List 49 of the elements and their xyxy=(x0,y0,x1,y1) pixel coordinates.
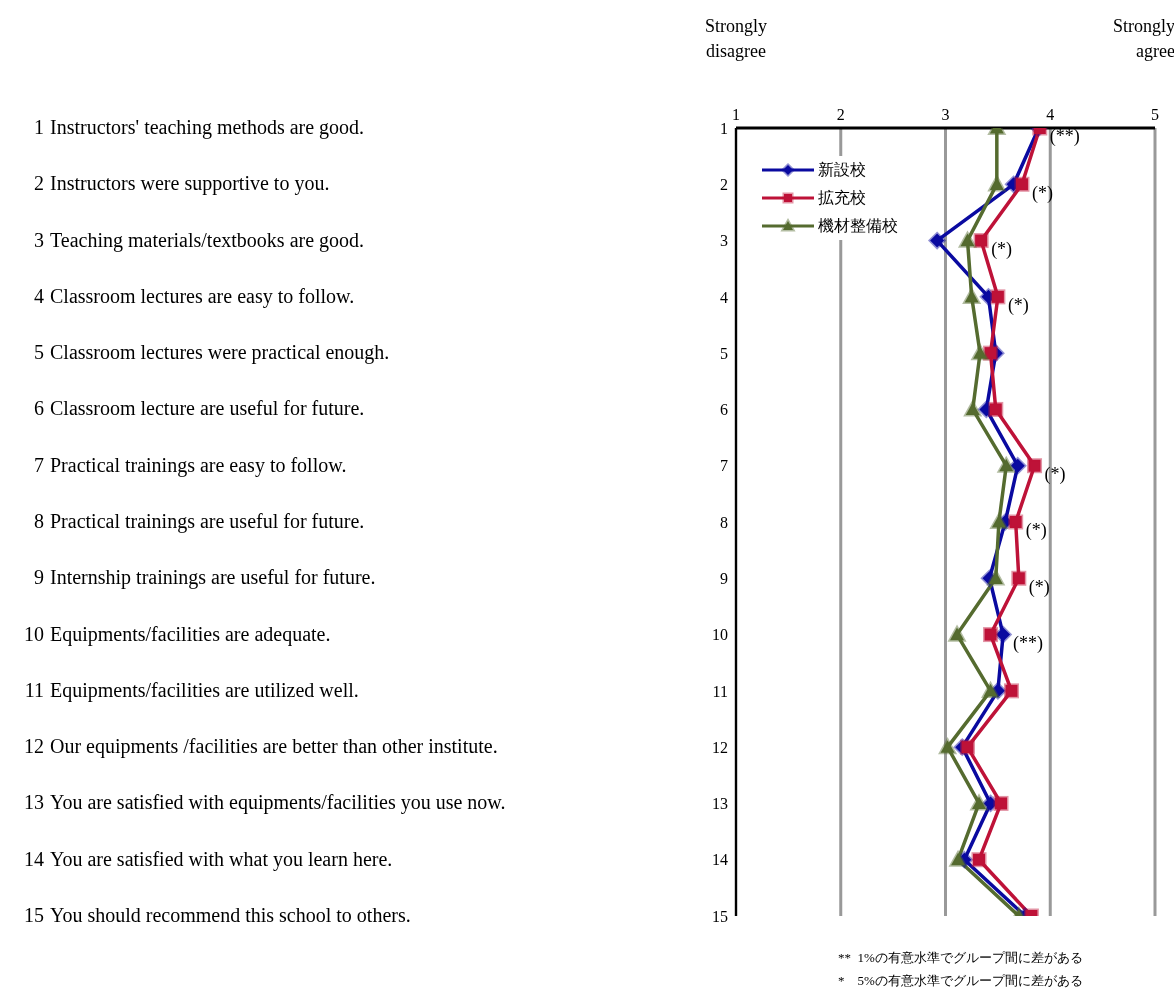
y-tick-label: 9 xyxy=(720,569,728,587)
x-tick-label: 5 xyxy=(1151,106,1159,123)
legend-label: 機材整備校 xyxy=(818,215,898,236)
text: 13 You are satisfied with equipments/facilities you use now. xyxy=(23,791,506,815)
text: 4 Classroom lectures are easy to follow. xyxy=(33,284,355,308)
text: 15 You should recommend this school to others. xyxy=(23,904,411,927)
text: 9 Internship trainings are useful for future. xyxy=(33,566,376,590)
y-tick-label: 12 xyxy=(712,738,728,756)
text: * 5%の有意水準でグループ間に差がある xyxy=(838,972,1083,990)
y-tick-label: 3 xyxy=(720,232,728,250)
annotation: (*) xyxy=(1007,295,1029,317)
text: 11 Equipments/facilities are utilized well. xyxy=(23,678,359,702)
annotation: (*) xyxy=(1025,520,1047,542)
annotation: (*) xyxy=(1031,182,1053,204)
annotation: (**) xyxy=(1013,632,1044,654)
x-tick-label: 3 xyxy=(941,106,950,123)
text: 6 Classroom lecture are useful for future. xyxy=(33,397,365,421)
y-tick-label: 11 xyxy=(712,682,728,700)
text: 5 Classroom lectures were practical enough. xyxy=(33,341,390,365)
text: Strongly disagree xyxy=(704,15,768,63)
text: 2 Instructors were supportive to you. xyxy=(33,172,330,196)
y-tick-label: 6 xyxy=(720,401,728,419)
x-tick-label: 1 xyxy=(732,106,740,123)
annotation: (**) xyxy=(1049,126,1080,148)
y-tick-label: 15 xyxy=(712,907,728,925)
text: 10 Equipments/facilities are adequate. xyxy=(23,622,331,646)
y-tick-label: 7 xyxy=(720,457,728,475)
text: 12 Our equipments /facilities are better than other institute. xyxy=(23,735,498,759)
text: 3 Teaching materials/textbooks are good. xyxy=(33,228,365,252)
text: 7 Practical trainings are easy to follow. xyxy=(33,453,347,477)
y-tick-label: 10 xyxy=(712,626,728,644)
text: 8 Practical trainings are useful for future. xyxy=(33,510,365,533)
text: 14 You are satisfied with what you learn here. xyxy=(23,847,393,871)
legend-label: 新設校 xyxy=(818,159,866,180)
y-tick-label: 5 xyxy=(720,344,728,362)
annotation: (*) xyxy=(991,238,1013,260)
text: ** 1%の有意水準でグループ間に差がある xyxy=(838,949,1083,967)
y-tick-label: 1 xyxy=(720,119,728,137)
y-tick-label: 4 xyxy=(720,288,728,306)
x-tick-label: 2 xyxy=(836,106,845,123)
y-tick-label: 2 xyxy=(720,175,728,193)
annotation: (*) xyxy=(1028,576,1050,598)
x-tick-label: 4 xyxy=(1046,106,1055,123)
y-tick-label: 13 xyxy=(712,795,728,813)
text: 1 Instructors' teaching methods are good. xyxy=(33,116,365,139)
y-tick-label: 14 xyxy=(712,851,728,869)
legend-label: 拡充校 xyxy=(818,187,866,208)
y-tick-label: 8 xyxy=(720,513,728,531)
annotation: (*) xyxy=(1044,464,1066,486)
